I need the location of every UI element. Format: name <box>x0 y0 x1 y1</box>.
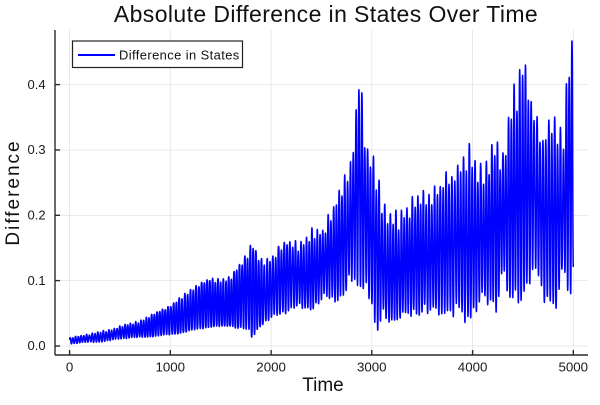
svg-text:0.3: 0.3 <box>28 142 46 157</box>
svg-text:0: 0 <box>66 360 73 375</box>
svg-text:Difference: Difference <box>3 139 24 245</box>
svg-text:0.0: 0.0 <box>28 338 46 353</box>
svg-text:Time: Time <box>302 375 344 396</box>
svg-text:1000: 1000 <box>156 360 186 375</box>
svg-text:0.1: 0.1 <box>28 273 46 288</box>
svg-text:0.2: 0.2 <box>28 208 46 223</box>
svg-text:Absolute Difference in States: Absolute Difference in States Over Time <box>114 1 538 27</box>
svg-text:0.4: 0.4 <box>28 77 46 92</box>
svg-text:2000: 2000 <box>256 360 286 375</box>
svg-text:3000: 3000 <box>357 360 387 375</box>
svg-text:5000: 5000 <box>559 360 589 375</box>
svg-text:Difference in States: Difference in States <box>119 47 240 62</box>
svg-text:4000: 4000 <box>458 360 488 375</box>
